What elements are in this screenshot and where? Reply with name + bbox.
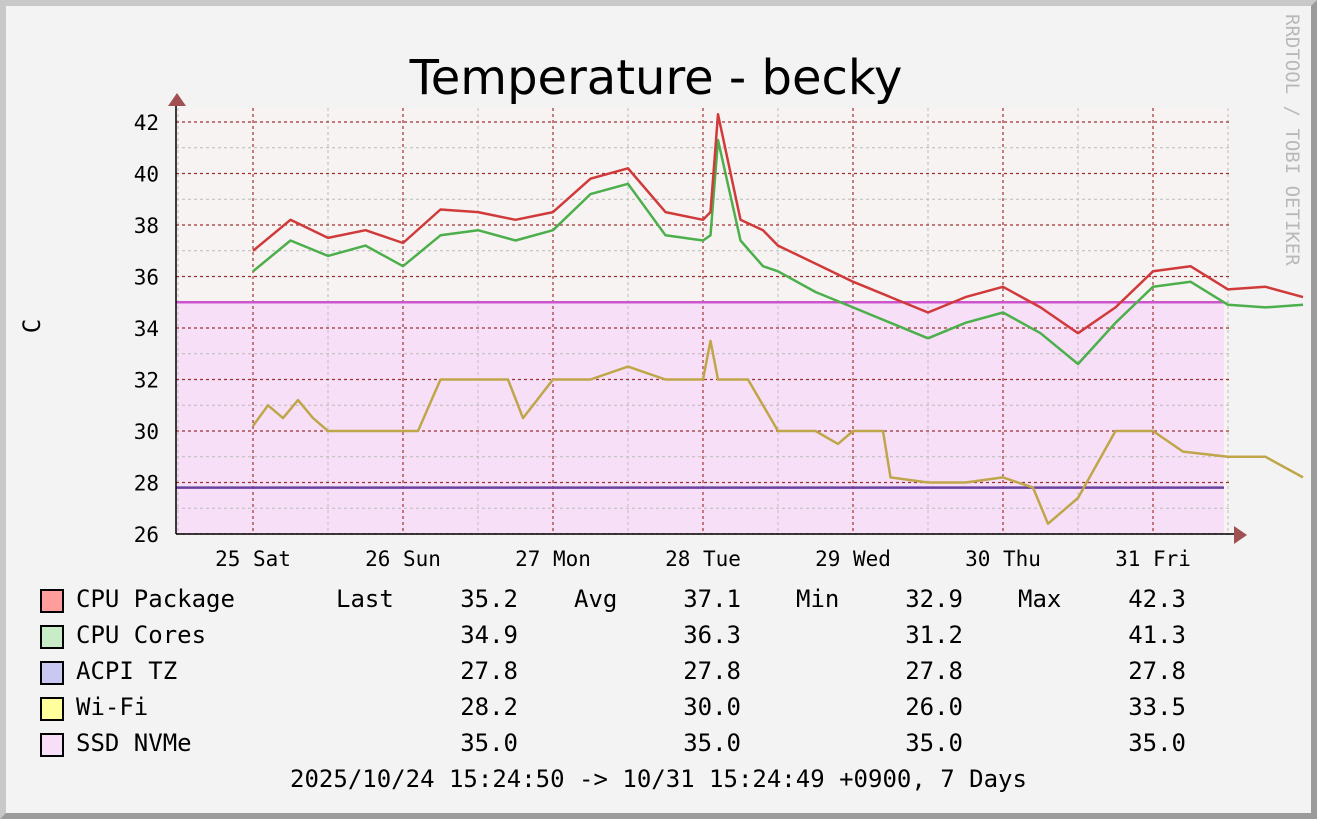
y-axis-label: C [18,319,46,333]
y-tick-label: 30 [134,420,159,444]
legend-value-max: 35.0 [1128,729,1186,757]
legend-value-avg: 36.3 [683,621,741,649]
series-line-wi-fi [251,339,1304,525]
legend-swatch [40,697,64,721]
x-tick-label: 26 Sun [365,547,441,571]
legend-row: ACPI TZ 27.8 27.8 27.8 27.8 [40,657,1240,687]
legend-header-last: Last [336,585,394,613]
x-tick-label: 25 Sat [215,547,291,571]
y-tick-label: 38 [134,214,159,238]
legend-value-last: 35.0 [460,729,518,757]
legend-swatch [40,625,64,649]
y-axis-arrow [168,93,186,106]
series-line-cpu-cores [252,138,1304,366]
legend-series-name: Wi-Fi [76,693,149,721]
legend-swatch [40,661,64,685]
series-line-cpu-package [252,113,1304,335]
legend-value-max: 42.3 [1128,585,1186,613]
legend-value-last: 28.2 [460,693,518,721]
time-range-footer: 2025/10/24 15:24:50 -> 10/31 15:24:49 +0… [290,765,1027,793]
legend-value-max: 41.3 [1128,621,1186,649]
legend-series-name: SSD NVMe [76,729,192,757]
chart-title: Temperature - becky [409,50,903,106]
x-tick-label: 29 Wed [815,547,891,571]
x-axis-arrow [1234,526,1247,544]
legend-row: CPU Package Last Avg Min Max 35.2 37.1 32.9 42.3 [40,585,1240,615]
legend-swatch [40,589,64,613]
legend-value-min: 26.0 [905,693,963,721]
y-tick-label: 28 [134,472,159,496]
series-area-ssd-nvme [176,302,1224,534]
y-tick-label: 40 [134,163,159,187]
legend-value-min: 27.8 [905,657,963,685]
legend-value-min: 32.9 [905,585,963,613]
legend-value-max: 33.5 [1128,693,1186,721]
legend-header-avg: Avg [574,585,618,613]
y-tick-label: 32 [134,369,159,393]
y-tick-label: 26 [134,523,159,547]
legend-row: Wi-Fi 28.2 30.0 26.0 33.5 [40,693,1240,723]
x-tick-label: 31 Fri [1115,547,1191,571]
legend-value-min: 35.0 [905,729,963,757]
legend-value-min: 31.2 [905,621,963,649]
y-tick-label: 34 [134,317,159,341]
legend-value-avg: 27.8 [683,657,741,685]
legend-swatch [40,733,64,757]
y-tick-label: 36 [134,266,159,290]
legend-header-max: Max [1018,585,1062,613]
legend-value-last: 35.2 [460,585,518,613]
x-tick-label: 28 Tue [665,547,741,571]
legend-series-name: CPU Cores [76,621,207,649]
legend-value-last: 27.8 [460,657,518,685]
plot-area: 26 28 30 32 34 36 38 40 42 25 Sat 26 Sun 27 Mon 28 T… [134,93,1304,571]
x-tick-label: 30 Thu [965,547,1041,571]
y-tick-label: 42 [134,111,159,135]
legend-value-max: 27.8 [1128,657,1186,685]
legend-row: SSD NVMe 35.0 35.0 35.0 35.0 [40,729,1240,759]
watermark-text: RRDTOOL / TOBI OETIKER [1281,14,1303,266]
legend-value-avg: 37.1 [683,585,741,613]
legend-header-min: Min [796,585,840,613]
legend-value-avg: 30.0 [683,693,741,721]
legend-series-name: ACPI TZ [76,657,178,685]
legend-series-name: CPU Package [76,585,235,613]
x-tick-label: 27 Mon [515,547,591,571]
legend-value-last: 34.9 [460,621,518,649]
legend-value-avg: 35.0 [683,729,741,757]
legend-row: CPU Cores 34.9 36.3 31.2 41.3 [40,621,1240,651]
